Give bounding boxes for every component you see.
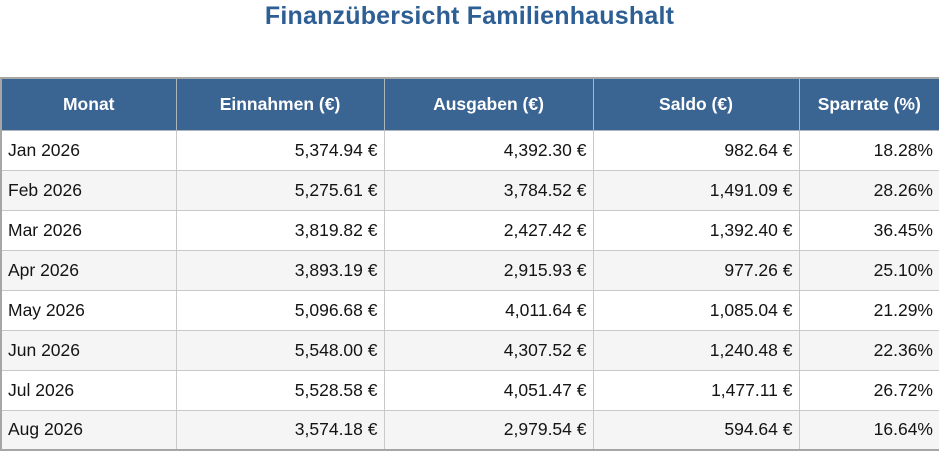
table-row: Mar 2026 3,819.82 €2,427.42 €1,392.40 €36… — [0, 209, 939, 251]
table-row: Jun 2026 5,548.00 €4,307.52 €1,240.48 €22… — [0, 329, 939, 371]
cell-sparrate: 22.36% — [798, 329, 939, 371]
table-row: Aug 2026 3,574.18 €2,979.54 €594.64 €16.6… — [0, 409, 939, 451]
cell-einnahmen: 5,548.00 € — [175, 329, 385, 371]
cell-saldo: 1,477.11 € — [592, 369, 800, 411]
cell-einnahmen: 5,374.94 € — [175, 129, 385, 171]
cell-monat: Aug 2026 — [0, 409, 177, 451]
table-row: Apr 2026 3,893.19 €2,915.93 €977.26 €25.1… — [0, 249, 939, 291]
cell-monat: Feb 2026 — [0, 169, 177, 211]
column-header-monat: Monat — [0, 77, 177, 131]
table-body: Jan 2026 5,374.94 €4,392.30 €982.64 €18.2… — [0, 129, 939, 451]
cell-saldo: 977.26 € — [592, 249, 800, 291]
cell-sparrate: 28.26% — [798, 169, 939, 211]
cell-ausgaben: 4,392.30 € — [383, 129, 594, 171]
column-header-einnahmen: Einnahmen (€) — [175, 77, 385, 131]
cell-ausgaben: 4,307.52 € — [383, 329, 594, 371]
cell-ausgaben: 2,915.93 € — [383, 249, 594, 291]
cell-saldo: 1,085.04 € — [592, 289, 800, 331]
cell-monat: Jun 2026 — [0, 329, 177, 371]
cell-ausgaben: 2,979.54 € — [383, 409, 594, 451]
table-header-row: Monat Einnahmen (€) Ausgaben (€) Saldo (€) S… — [0, 77, 939, 131]
cell-saldo: 594.64 € — [592, 409, 800, 451]
cell-einnahmen: 3,574.18 € — [175, 409, 385, 451]
finance-table: Monat Einnahmen (€) Ausgaben (€) Saldo (€) S… — [0, 77, 939, 451]
cell-einnahmen: 5,096.68 € — [175, 289, 385, 331]
cell-monat: Jul 2026 — [0, 369, 177, 411]
page-title: Finanzübersicht Familienhaushalt — [264, 2, 675, 30]
cell-saldo: 1,392.40 € — [592, 209, 800, 251]
column-header-sparrate: Sparrate (%) — [798, 77, 939, 131]
cell-monat: May 2026 — [0, 289, 177, 331]
table-row: Jan 2026 5,374.94 €4,392.30 €982.64 €18.2… — [0, 129, 939, 171]
cell-ausgaben: 4,051.47 € — [383, 369, 594, 411]
table-row: May 2026 5,096.68 €4,011.64 €1,085.04 €21… — [0, 289, 939, 331]
cell-monat: Apr 2026 — [0, 249, 177, 291]
table-row: Jul 2026 5,528.58 €4,051.47 €1,477.11 €26… — [0, 369, 939, 411]
cell-einnahmen: 3,819.82 € — [175, 209, 385, 251]
cell-monat: Jan 2026 — [0, 129, 177, 171]
cell-einnahmen: 3,893.19 € — [175, 249, 385, 291]
cell-sparrate: 26.72% — [798, 369, 939, 411]
cell-sparrate: 16.64% — [798, 409, 939, 451]
table-row: Feb 2026 5,275.61 €3,784.52 €1,491.09 €28… — [0, 169, 939, 211]
cell-saldo: 982.64 € — [592, 129, 800, 171]
cell-ausgaben: 2,427.42 € — [383, 209, 594, 251]
cell-sparrate: 21.29% — [798, 289, 939, 331]
cell-ausgaben: 3,784.52 € — [383, 169, 594, 211]
column-header-ausgaben: Ausgaben (€) — [383, 77, 594, 131]
cell-sparrate: 25.10% — [798, 249, 939, 291]
column-header-saldo: Saldo (€) — [592, 77, 800, 131]
cell-ausgaben: 4,011.64 € — [383, 289, 594, 331]
cell-sparrate: 18.28% — [798, 129, 939, 171]
cell-monat: Mar 2026 — [0, 209, 177, 251]
cell-einnahmen: 5,528.58 € — [175, 369, 385, 411]
cell-sparrate: 36.45% — [798, 209, 939, 251]
cell-saldo: 1,240.48 € — [592, 329, 800, 371]
cell-einnahmen: 5,275.61 € — [175, 169, 385, 211]
cell-saldo: 1,491.09 € — [592, 169, 800, 211]
